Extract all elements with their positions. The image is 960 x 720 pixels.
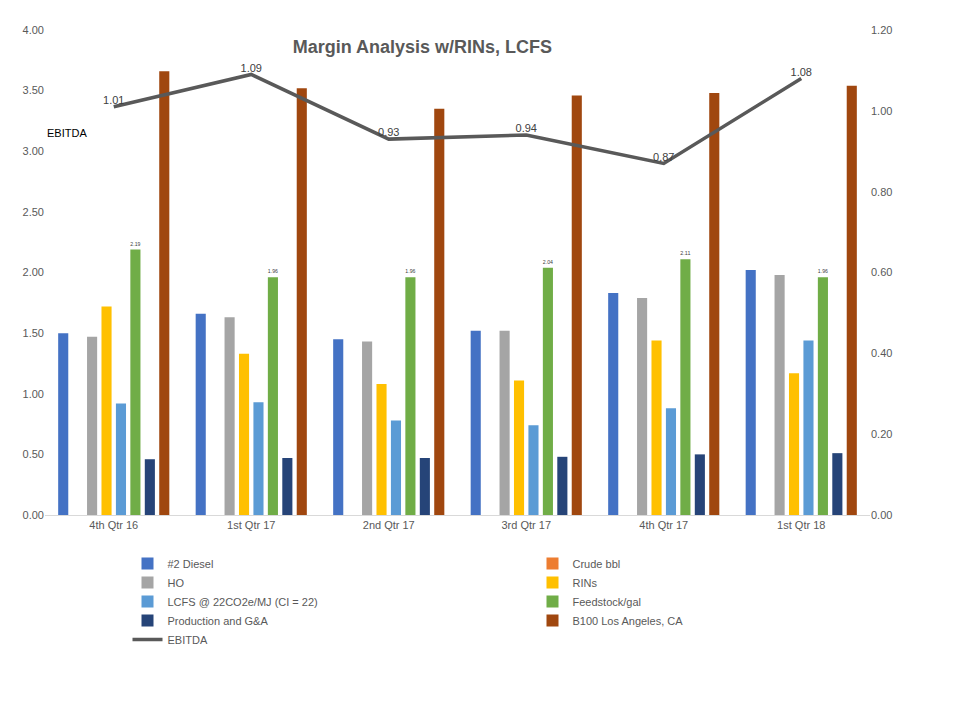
svg-text:0.00: 0.00 [871,509,892,521]
svg-text:0.94: 0.94 [516,122,537,134]
svg-text:Crude bbl: Crude bbl [573,558,621,570]
svg-text:1st Qtr 18: 1st Qtr 18 [777,519,825,531]
svg-text:2.11: 2.11 [680,250,690,256]
svg-text:EBITDA: EBITDA [168,634,208,646]
svg-text:LCFS @ 22CO2e/MJ (CI = 22): LCFS @ 22CO2e/MJ (CI = 22) [168,596,318,608]
svg-text:2.04: 2.04 [543,259,553,265]
svg-text:1.00: 1.00 [871,105,892,117]
svg-text:1.01: 1.01 [103,94,124,106]
svg-text:0.20: 0.20 [871,428,892,440]
svg-text:1.20: 1.20 [871,24,892,36]
svg-text:1.00: 1.00 [23,388,44,400]
svg-text:Margin Analysis w/RINs, LCFS: Margin Analysis w/RINs, LCFS [293,37,552,57]
svg-text:2nd Qtr 17: 2nd Qtr 17 [363,519,415,531]
svg-text:4.00: 4.00 [23,24,44,36]
svg-text:#2 Diesel: #2 Diesel [168,558,214,570]
svg-text:0.00: 0.00 [23,509,44,521]
svg-text:3.00: 3.00 [23,145,44,157]
svg-text:HO: HO [168,577,185,589]
svg-text:0.40: 0.40 [871,347,892,359]
svg-text:B100 Los Angeles, CA: B100 Los Angeles, CA [573,615,684,627]
svg-text:3.50: 3.50 [23,84,44,96]
svg-text:4th Qtr 16: 4th Qtr 16 [89,519,138,531]
svg-text:4th Qtr 17: 4th Qtr 17 [639,519,688,531]
svg-text:1.96: 1.96 [818,268,828,274]
svg-text:EBITDA: EBITDA [47,127,87,139]
svg-text:0.87: 0.87 [653,151,674,163]
svg-text:1.08: 1.08 [791,66,812,78]
svg-text:0.93: 0.93 [378,126,399,138]
svg-text:0.80: 0.80 [871,186,892,198]
svg-text:1.50: 1.50 [23,327,44,339]
svg-text:RINs: RINs [573,577,598,589]
svg-text:1.96: 1.96 [405,268,415,274]
svg-text:0.60: 0.60 [871,266,892,278]
svg-text:3rd Qtr 17: 3rd Qtr 17 [501,519,551,531]
svg-text:2.19: 2.19 [130,241,140,247]
svg-text:1.09: 1.09 [241,62,262,74]
svg-text:2.00: 2.00 [23,266,44,278]
svg-text:2.50: 2.50 [23,206,44,218]
svg-text:1st Qtr 17: 1st Qtr 17 [227,519,275,531]
svg-text:0.50: 0.50 [23,448,44,460]
svg-text:1.96: 1.96 [268,268,278,274]
svg-text:Production and G&A: Production and G&A [168,615,269,627]
svg-text:Feedstock/gal: Feedstock/gal [573,596,641,608]
